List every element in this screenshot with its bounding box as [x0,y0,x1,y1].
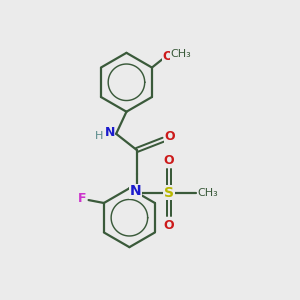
Text: O: O [164,219,175,232]
Text: CH₃: CH₃ [198,188,218,198]
Text: N: N [104,126,115,139]
Text: N: N [130,184,141,198]
Text: S: S [164,186,174,200]
Text: O: O [164,154,175,167]
Text: H: H [95,131,103,141]
Text: O: O [164,130,175,143]
Text: F: F [78,192,86,206]
Text: CH₃: CH₃ [170,49,191,59]
Text: O: O [162,50,173,64]
